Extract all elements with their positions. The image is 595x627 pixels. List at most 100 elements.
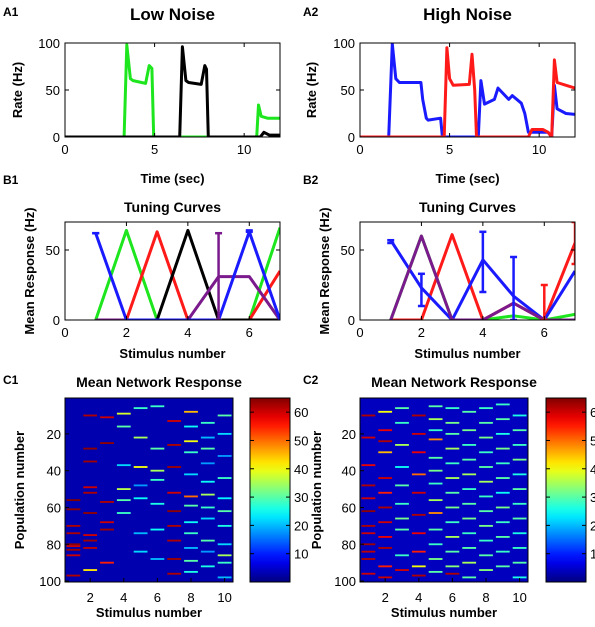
heatmap-cell (200, 517, 215, 520)
heatmap-cell (462, 576, 477, 579)
heatmap-cell (184, 532, 198, 535)
x-tick-label: 0 (61, 142, 68, 157)
heatmap-cell (200, 493, 215, 496)
heatmap-cell (133, 550, 148, 553)
heatmap-cell (167, 420, 182, 422)
heatmap-cell (116, 412, 131, 415)
y-tick-label: 60 (342, 500, 356, 515)
heatmap-cell (66, 574, 81, 577)
heatmap-cell (200, 480, 215, 483)
chart-c2: Mean Network Response 2 4 6 8 10 20 40 60 80 100 St… (309, 374, 595, 620)
x-axis-label-b1: Stimulus number (119, 346, 225, 361)
heatmap-cell (495, 536, 510, 538)
heatmap-cell (411, 451, 426, 454)
heatmap-cell (133, 466, 148, 468)
heatmap-cell (512, 561, 527, 564)
heatmap-cell (445, 506, 460, 509)
plot-area-a2 (360, 43, 575, 137)
x-axis-label-a1: Time (sec) (140, 171, 204, 186)
heatmap-cell (83, 460, 98, 463)
heatmap-cell (217, 455, 232, 457)
y-tick-label: 100 (334, 574, 356, 589)
heatmap-cell (361, 464, 376, 467)
heatmap-cell (428, 499, 443, 502)
heatmap-cell (217, 554, 232, 557)
heatmap-cell (133, 407, 148, 410)
heatmap-cell (217, 497, 232, 500)
heatmap-cell (495, 506, 510, 509)
x-tick-label: 0 (356, 142, 363, 157)
series-line-green (94, 227, 280, 320)
heatmap-cell (378, 521, 393, 524)
heatmap-cell (378, 440, 393, 443)
heatmap-cell (462, 458, 477, 461)
colorbar-tick-label: 10 (294, 547, 308, 562)
heatmap-cell (462, 532, 477, 535)
heatmap-cell (462, 517, 477, 520)
y-tick-label: 50 (341, 243, 355, 258)
series-line-blue (360, 43, 575, 137)
heatmap-cell (378, 565, 393, 568)
heatmap-cell (66, 499, 81, 502)
heatmap-cell (217, 432, 232, 435)
heatmap-cell (167, 491, 182, 494)
heatmap-cell (150, 405, 165, 408)
y-tick-label: 80 (47, 537, 61, 552)
heatmap-cell (495, 477, 510, 479)
heatmap-cell (83, 414, 98, 417)
heatmap-cell (512, 488, 527, 490)
colorbar-tick-label: 20 (294, 518, 308, 533)
heatmap-cell (445, 491, 460, 494)
heatmap-cell (495, 447, 510, 450)
heatmap-cell (200, 421, 215, 424)
colorbar-tick-label: 20 (590, 518, 595, 533)
heatmap-cell (378, 429, 393, 432)
y-axis-label-b2: Mean Response (Hz) (317, 207, 332, 334)
heatmap-cell (217, 477, 232, 479)
y-axis-label-c1: Population number (12, 431, 27, 549)
x-tick-label: 10 (512, 590, 526, 605)
heatmap-cell (479, 569, 493, 571)
heatmap-cell (217, 561, 232, 564)
x-axis-label-c2: Stimulus number (391, 605, 497, 620)
heatmap-cell (116, 488, 131, 490)
x-tick-label: 2 (87, 590, 94, 605)
heatmap-cell (116, 512, 131, 514)
axes-frame-c1 (64, 397, 234, 583)
heatmap-cell (361, 558, 376, 560)
x-tick-label: 10 (237, 142, 251, 157)
heatmap-cell (479, 466, 493, 468)
colorbar-tick-label: 40 (590, 462, 595, 477)
heatmap-cell (116, 464, 131, 467)
plot-area-b2 (387, 222, 575, 320)
y-tick-label: 40 (47, 464, 61, 479)
heatmap-cell (378, 451, 393, 454)
heatmap-cell (428, 482, 443, 485)
heatmap-cell (167, 524, 182, 527)
heatmap-cell (133, 484, 148, 487)
x-tick-label: 4 (415, 590, 422, 605)
heatmap-cell (184, 440, 198, 443)
chart-b2: Tuning Curves 0 2 4 6 0 50 Stimulus number Mean … (317, 199, 576, 361)
x-tick-label: 2 (382, 590, 389, 605)
heatmap-cell (462, 410, 477, 413)
series-line-green (65, 43, 280, 137)
heatmap-cell (133, 532, 148, 535)
heatmap-cell (83, 486, 98, 489)
chart-title-c1: Mean Network Response (76, 374, 242, 390)
chart-title-b2: Tuning Curves (419, 199, 516, 215)
heatmap-cell (167, 466, 182, 468)
heatmap-cell (100, 501, 114, 503)
heatmap-cell (445, 421, 460, 424)
x-tick-label: 5 (446, 142, 453, 157)
heatmap-cell (495, 550, 510, 553)
heatmap-cell (66, 554, 81, 557)
heatmap-cell (479, 407, 493, 410)
heatmap-cell (150, 528, 165, 531)
heatmap-cell (378, 536, 393, 538)
heatmap-cell (184, 559, 198, 562)
heatmap-cell (83, 569, 98, 571)
y-tick-label: 20 (47, 427, 61, 442)
x-tick-label: 5 (151, 142, 158, 157)
